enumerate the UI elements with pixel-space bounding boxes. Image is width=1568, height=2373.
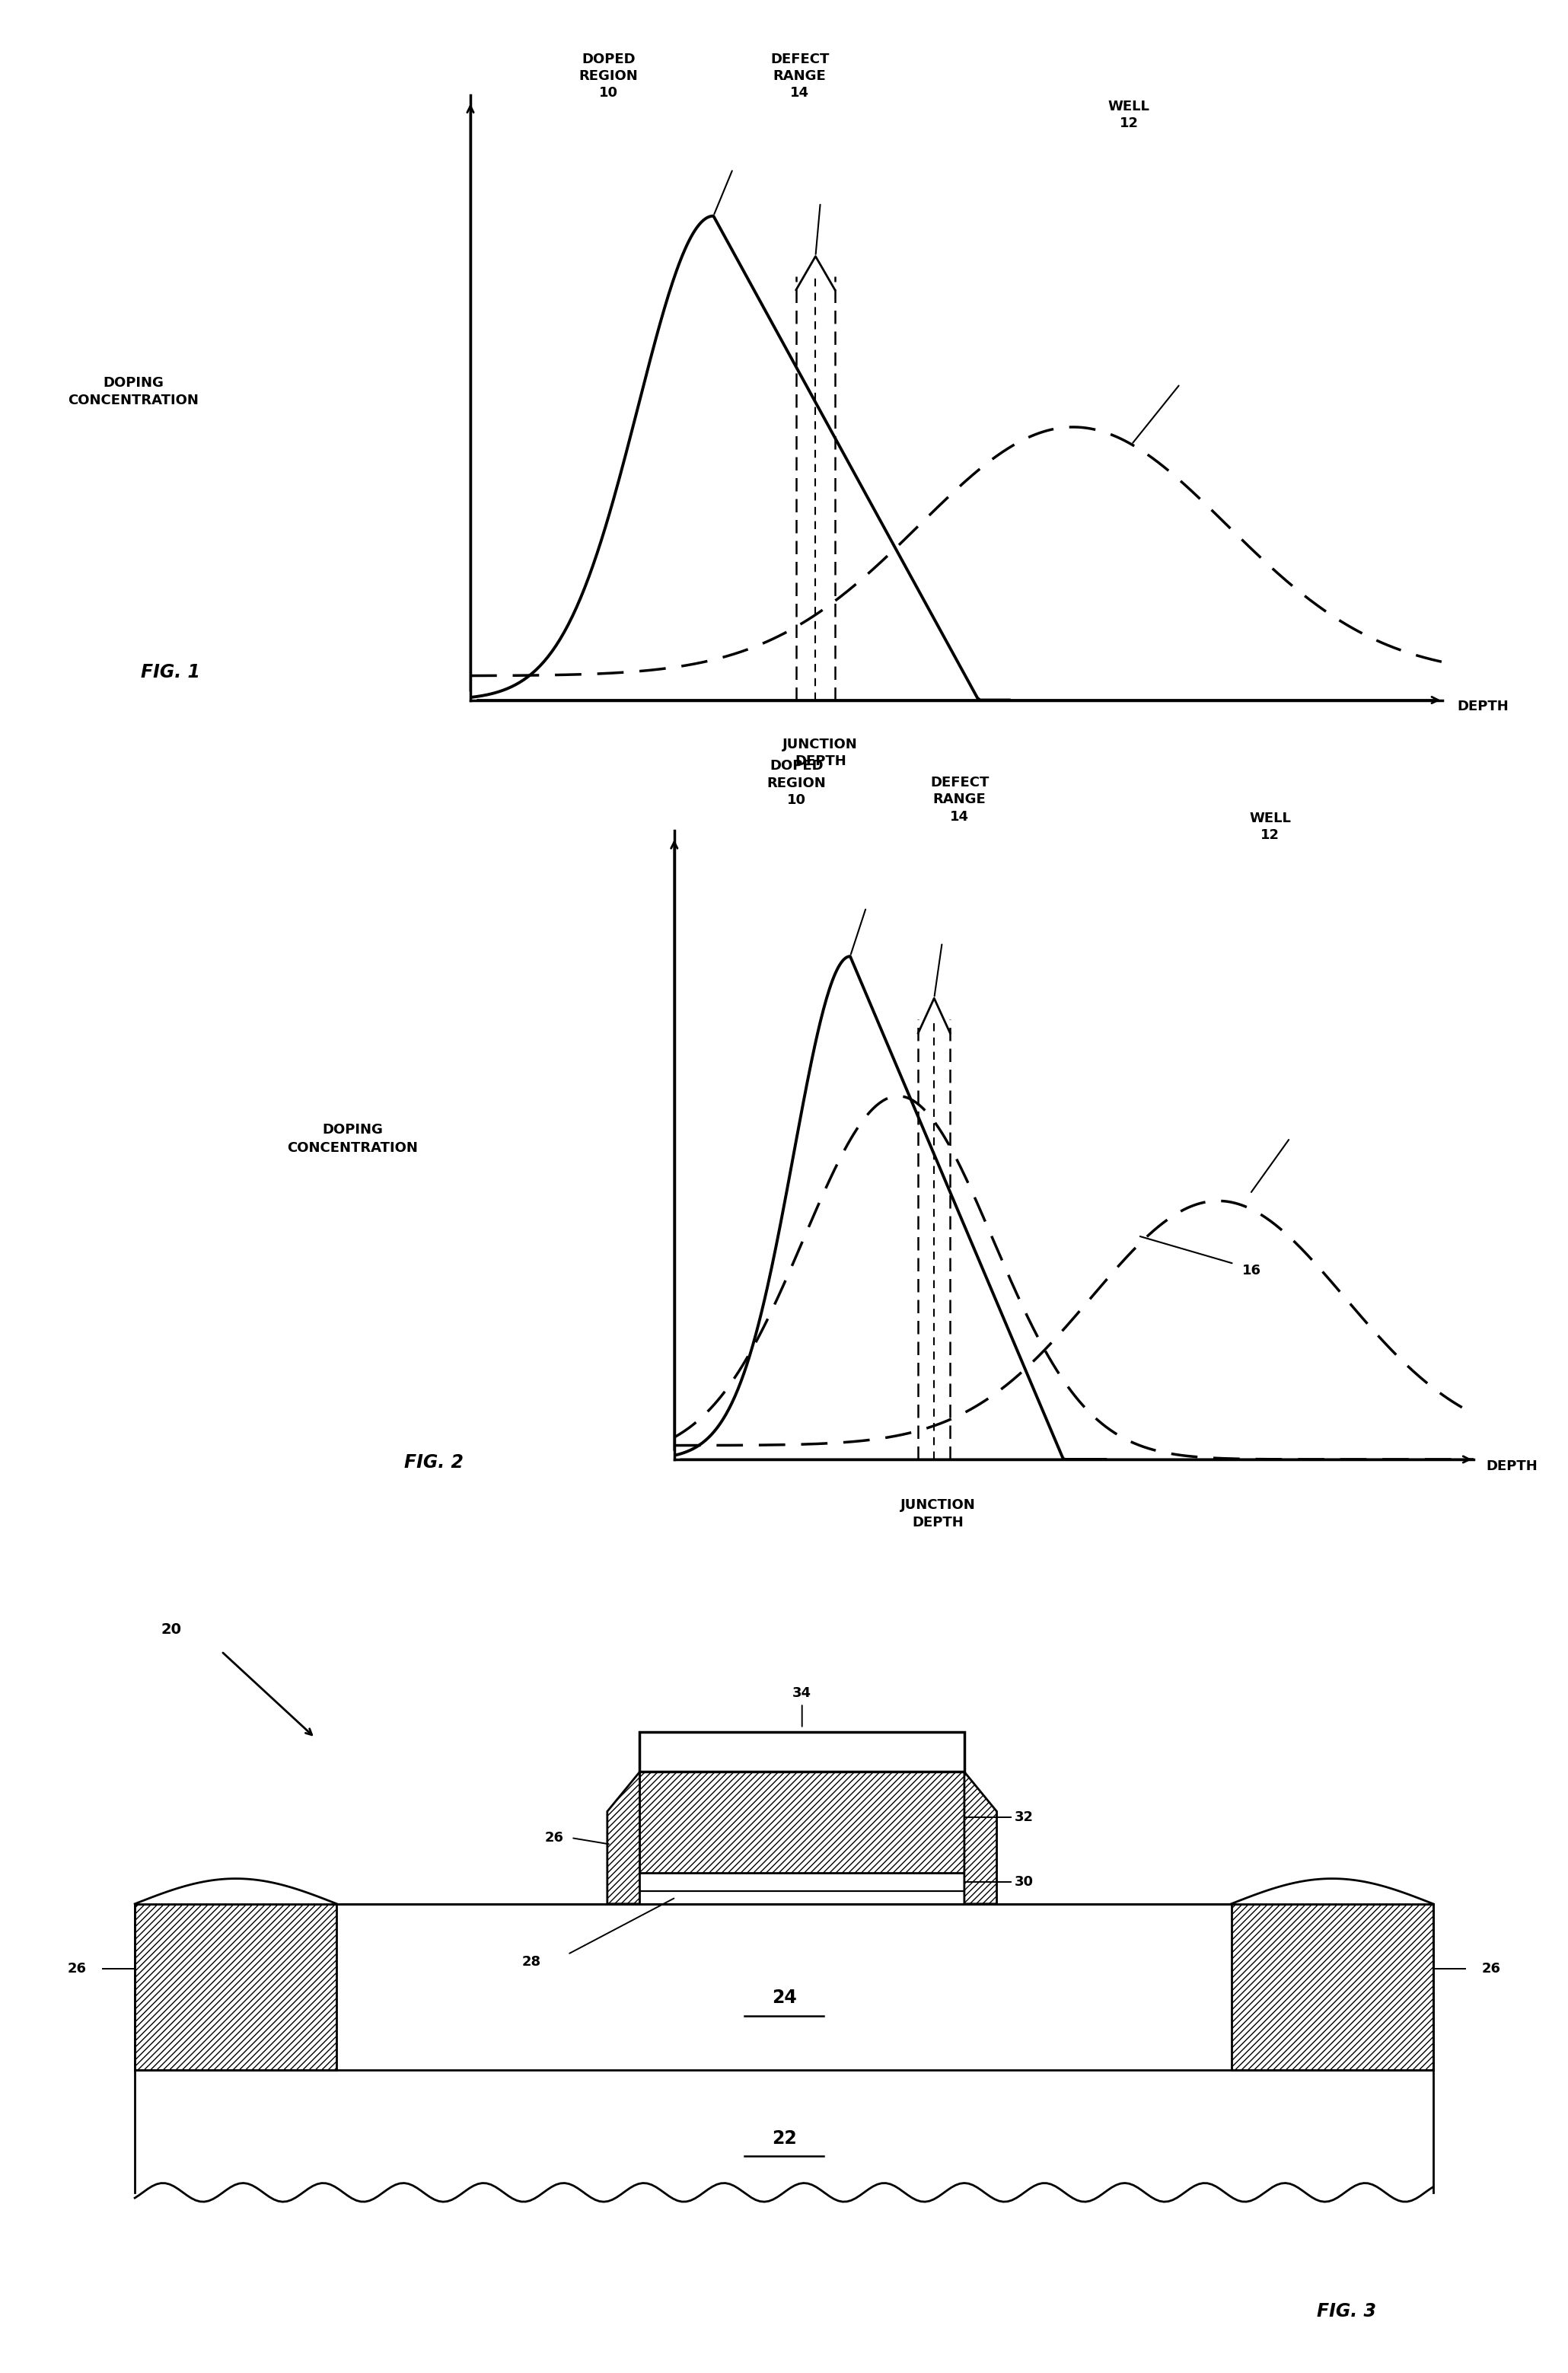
Text: DEFECT
RANGE
14: DEFECT RANGE 14 (930, 776, 989, 823)
Text: FIG. 2: FIG. 2 (405, 1452, 464, 1471)
Text: DOPED
REGION
10: DOPED REGION 10 (767, 759, 826, 807)
Text: 26: 26 (546, 1832, 564, 1844)
Polygon shape (640, 1773, 964, 1872)
Text: 28: 28 (522, 1955, 541, 1970)
Text: 20: 20 (160, 1623, 182, 1637)
Text: WELL
12: WELL 12 (1250, 812, 1290, 842)
Polygon shape (1231, 1903, 1433, 2069)
Text: WELL
12: WELL 12 (1109, 100, 1149, 131)
Text: 24: 24 (771, 1989, 797, 2008)
Text: DOPED
REGION
10: DOPED REGION 10 (579, 52, 638, 100)
Polygon shape (607, 1773, 640, 1903)
Text: DOPING
CONCENTRATION: DOPING CONCENTRATION (67, 375, 199, 408)
Text: JUNCTION
DEPTH: JUNCTION DEPTH (782, 738, 858, 769)
Text: 32: 32 (1014, 1811, 1033, 1825)
Text: 22: 22 (771, 2129, 797, 2148)
Text: DEPTH: DEPTH (1486, 1459, 1538, 1474)
Text: 34: 34 (792, 1685, 812, 1699)
Text: FIG. 1: FIG. 1 (141, 662, 201, 681)
Text: JUNCTION
DEPTH: JUNCTION DEPTH (900, 1497, 975, 1528)
Text: DEFECT
RANGE
14: DEFECT RANGE 14 (770, 52, 829, 100)
Text: 26: 26 (67, 1962, 86, 1977)
Text: DEPTH: DEPTH (1457, 700, 1508, 714)
Polygon shape (964, 1773, 997, 1903)
Text: FIG. 3: FIG. 3 (1317, 2302, 1377, 2321)
Text: 30: 30 (1014, 1875, 1033, 1889)
Polygon shape (135, 1903, 337, 2069)
Text: 16: 16 (1242, 1265, 1261, 1277)
Text: DOPING
CONCENTRATION: DOPING CONCENTRATION (287, 1122, 419, 1156)
Text: 26: 26 (1482, 1962, 1501, 1977)
